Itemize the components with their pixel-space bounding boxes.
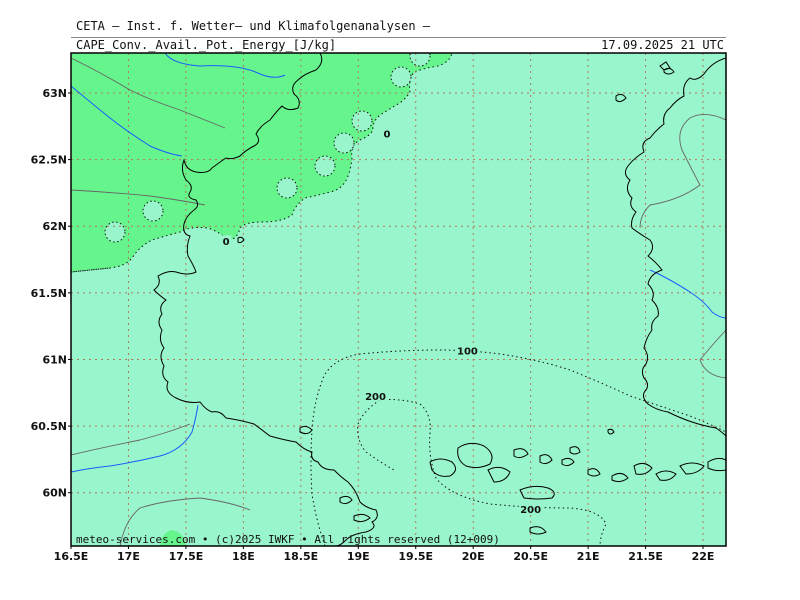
y-axis-labels: 60N 60.5N 61N 61.5N 62N 62.5N 63N [31,87,71,500]
cape-zero-blob [160,530,186,546]
coastline-finland [624,57,726,437]
border-line [639,114,726,229]
valid-time: 17.09.2025 21 UTC [601,38,724,52]
x-tick-label: 18.5E [283,550,318,563]
x-tick-label: 22E [692,550,715,563]
contour-labels: 0 0 100 200 200 [220,127,543,516]
island [339,495,353,505]
x-tick-label: 20E [462,550,485,563]
graticule [71,53,726,546]
island [607,428,615,435]
cape-zero-region [71,53,453,273]
contour-label: 100 [457,346,478,357]
contour-label-bg [455,344,480,356]
footer-credit: meteo-services.com • (c)2025 IWKF • All … [76,533,500,546]
aland-island [633,462,653,475]
border-line [71,57,226,129]
contour-label-bg [518,503,543,515]
aland-island [539,454,553,465]
x-tick-label: 21E [577,550,600,563]
border-line [71,423,191,456]
contour-bubble [351,110,373,132]
aland-island [513,448,529,459]
x-axis-labels: 16.5E 17E 17.5E 18E 18.5E 19E 19.5E 20E 20.5E 21E… [54,546,715,563]
x-tick-label: 20.5E [513,550,548,563]
aland-island [487,466,511,483]
contour-label-bg [363,389,388,401]
aland-island [679,462,705,475]
aland-island [457,442,493,469]
island [237,236,245,244]
island [615,93,627,103]
border-line [119,497,251,546]
x-tick-label: 19E [347,550,370,563]
country-borders [71,57,726,546]
river [71,85,183,157]
aland-island [611,472,629,483]
x-tick-label: 19.5E [398,550,433,563]
aland-island [429,458,456,477]
contour-100 [310,349,726,546]
coastline [153,53,726,546]
contour-bubble [142,200,164,222]
y-tick-label: 62.5N [31,154,67,167]
aland-island [707,457,726,472]
island [659,61,671,71]
aland-island [529,526,547,535]
x-tick-label: 18E [232,550,255,563]
variable-label: CAPE_Conv._Avail._Pot._Energy_[J/kg] [76,38,337,52]
coastline-sweden [153,53,378,546]
header-divider [71,37,726,38]
aland-island [519,485,555,500]
map-title: CETA — Inst. f. Wetter— und Klimafolgena… [76,19,431,33]
contour-label: 200 [520,505,541,516]
y-tick-label: 60N [42,487,67,500]
border-line [699,329,726,379]
river [164,53,286,78]
x-tick-label: 17.5E [169,550,204,563]
x-tick-label: 17E [117,550,140,563]
contour-bubble [104,221,126,243]
rivers [71,53,726,473]
y-tick-label: 61.5N [31,287,67,300]
y-tick-label: 62N [42,220,67,233]
y-tick-label: 61N [42,353,67,366]
x-tick-label: 16.5E [54,550,89,563]
river [649,269,726,319]
contour-label-bg [220,235,232,247]
cape-contours [71,267,726,546]
aland-island [587,468,601,477]
y-tick-label: 60.5N [31,420,67,433]
map-frame [70,52,727,547]
contour-200 [379,399,607,546]
x-tick-label: 21.5E [628,550,663,563]
contour-label: 0 [384,129,391,140]
aland-island [569,446,581,455]
aland-island [561,457,575,467]
y-tick-label: 63N [42,87,67,100]
contour-label: 0 [223,237,230,248]
river [71,404,199,473]
contour-bubble [314,155,336,177]
contour-bubbles [104,53,431,243]
contour-bubble [390,66,412,88]
map-area [71,53,726,546]
contour-bubble [409,53,431,67]
border-line [71,189,206,206]
aland-island [655,470,677,481]
island [353,513,371,523]
contour-label: 200 [365,392,386,403]
contour-bubble [276,177,298,199]
contour-bubble [333,132,355,154]
contour-label-bg [381,127,393,139]
